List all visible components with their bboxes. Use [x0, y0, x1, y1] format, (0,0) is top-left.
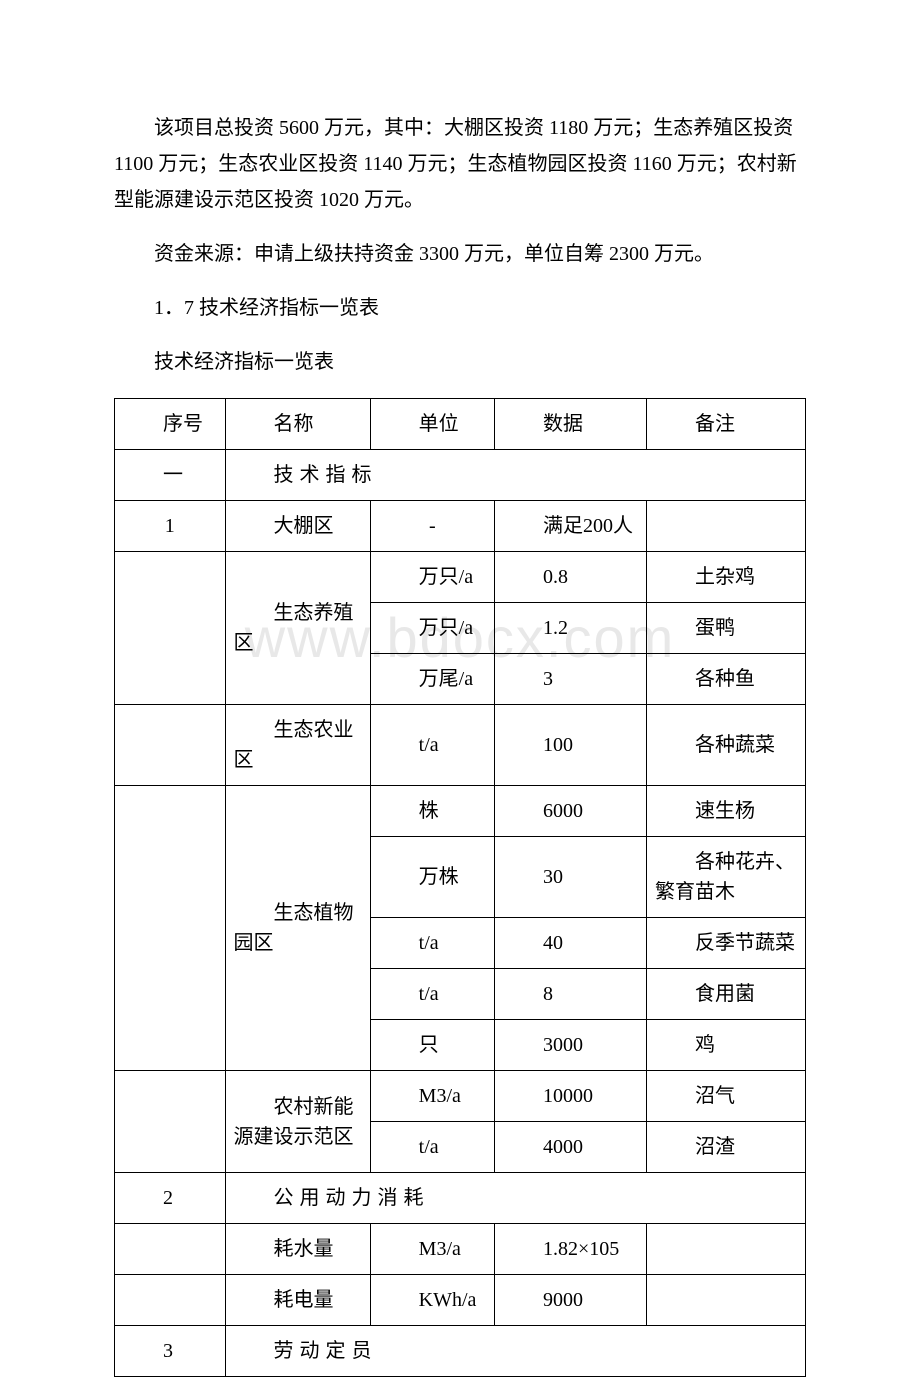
section-num: 2 — [115, 1173, 226, 1224]
cell-unit: KWh/a — [370, 1275, 494, 1326]
cell-unit: t/a — [370, 918, 494, 969]
cell-remark: 各种鱼 — [647, 654, 806, 705]
cell-unit: 万株 — [370, 837, 494, 918]
table-header-row: 序号 名称 单位 数据 备注 — [115, 399, 806, 450]
table-row: 一 技术指标 — [115, 450, 806, 501]
cell-name: 生态植物园区 — [225, 786, 370, 1071]
cell-remark — [647, 1224, 806, 1275]
paragraph-section-num: 1．7 技术经济指标一览表 — [114, 290, 806, 326]
header-remark: 备注 — [647, 399, 806, 450]
cell-remark: 反季节蔬菜 — [647, 918, 806, 969]
cell-seq — [115, 1071, 226, 1173]
cell-data: 满足200人 — [495, 501, 647, 552]
paragraph-investment: 该项目总投资 5600 万元，其中：大棚区投资 1180 万元；生态养殖区投资 … — [114, 110, 806, 218]
cell-data: 100 — [495, 705, 647, 786]
table-row: 生态农业区 t/a 100 各种蔬菜 — [115, 705, 806, 786]
table-row: 2 公用动力消耗 — [115, 1173, 806, 1224]
section-num: 3 — [115, 1326, 226, 1377]
cell-data: 0.8 — [495, 552, 647, 603]
cell-data: 30 — [495, 837, 647, 918]
cell-unit: 只 — [370, 1020, 494, 1071]
cell-remark — [647, 501, 806, 552]
cell-remark: 鸡 — [647, 1020, 806, 1071]
table-row: 耗水量 M3/a 1.82×105 — [115, 1224, 806, 1275]
cell-seq: 1 — [115, 501, 226, 552]
section-num: 一 — [115, 450, 226, 501]
cell-remark — [647, 1275, 806, 1326]
cell-unit: t/a — [370, 969, 494, 1020]
cell-remark: 速生杨 — [647, 786, 806, 837]
indicator-table: 序号 名称 单位 数据 备注 一 技术指标 1 大棚区 - 满足200人 生态养… — [114, 398, 806, 1377]
cell-remark: 沼气 — [647, 1071, 806, 1122]
cell-name: 农村新能源建设示范区 — [225, 1071, 370, 1173]
cell-seq — [115, 552, 226, 705]
header-unit: 单位 — [370, 399, 494, 450]
cell-unit: 万只/a — [370, 552, 494, 603]
header-name: 名称 — [225, 399, 370, 450]
cell-data: 40 — [495, 918, 647, 969]
table-row: 生态植物园区 株 6000 速生杨 — [115, 786, 806, 837]
table-row: 耗电量 KWh/a 9000 — [115, 1275, 806, 1326]
cell-remark: 土杂鸡 — [647, 552, 806, 603]
cell-unit: 万只/a — [370, 603, 494, 654]
cell-seq — [115, 786, 226, 1071]
cell-name: 生态农业区 — [225, 705, 370, 786]
cell-data: 1.2 — [495, 603, 647, 654]
paragraph-funding: 资金来源：申请上级扶持资金 3300 万元，单位自筹 2300 万元。 — [114, 236, 806, 272]
table-row: 生态养殖区 万只/a 0.8 土杂鸡 — [115, 552, 806, 603]
section-title: 劳动定员 — [225, 1326, 805, 1377]
cell-data: 9000 — [495, 1275, 647, 1326]
table-row: 1 大棚区 - 满足200人 — [115, 501, 806, 552]
cell-remark: 沼渣 — [647, 1122, 806, 1173]
paragraph-table-title: 技术经济指标一览表 — [114, 344, 806, 380]
cell-name: 耗水量 — [225, 1224, 370, 1275]
cell-remark: 各种蔬菜 — [647, 705, 806, 786]
cell-name: 生态养殖区 — [225, 552, 370, 705]
table-row: 农村新能源建设示范区 M3/a 10000 沼气 — [115, 1071, 806, 1122]
table-row: 3 劳动定员 — [115, 1326, 806, 1377]
cell-name: 耗电量 — [225, 1275, 370, 1326]
cell-remark: 各种花卉、繁育苗木 — [647, 837, 806, 918]
cell-data: 4000 — [495, 1122, 647, 1173]
cell-data: 1.82×105 — [495, 1224, 647, 1275]
cell-seq — [115, 1224, 226, 1275]
cell-data: 8 — [495, 969, 647, 1020]
cell-seq — [115, 705, 226, 786]
cell-remark: 食用菌 — [647, 969, 806, 1020]
section-title: 公用动力消耗 — [225, 1173, 805, 1224]
cell-remark: 蛋鸭 — [647, 603, 806, 654]
cell-seq — [115, 1275, 226, 1326]
cell-data: 3000 — [495, 1020, 647, 1071]
cell-unit: 万尾/a — [370, 654, 494, 705]
cell-unit: M3/a — [370, 1224, 494, 1275]
section-title: 技术指标 — [225, 450, 805, 501]
cell-unit: - — [370, 501, 494, 552]
cell-data: 10000 — [495, 1071, 647, 1122]
cell-unit: t/a — [370, 1122, 494, 1173]
cell-unit: 株 — [370, 786, 494, 837]
cell-unit: M3/a — [370, 1071, 494, 1122]
cell-data: 3 — [495, 654, 647, 705]
cell-data: 6000 — [495, 786, 647, 837]
header-data: 数据 — [495, 399, 647, 450]
header-seq: 序号 — [115, 399, 226, 450]
cell-name: 大棚区 — [225, 501, 370, 552]
cell-unit: t/a — [370, 705, 494, 786]
